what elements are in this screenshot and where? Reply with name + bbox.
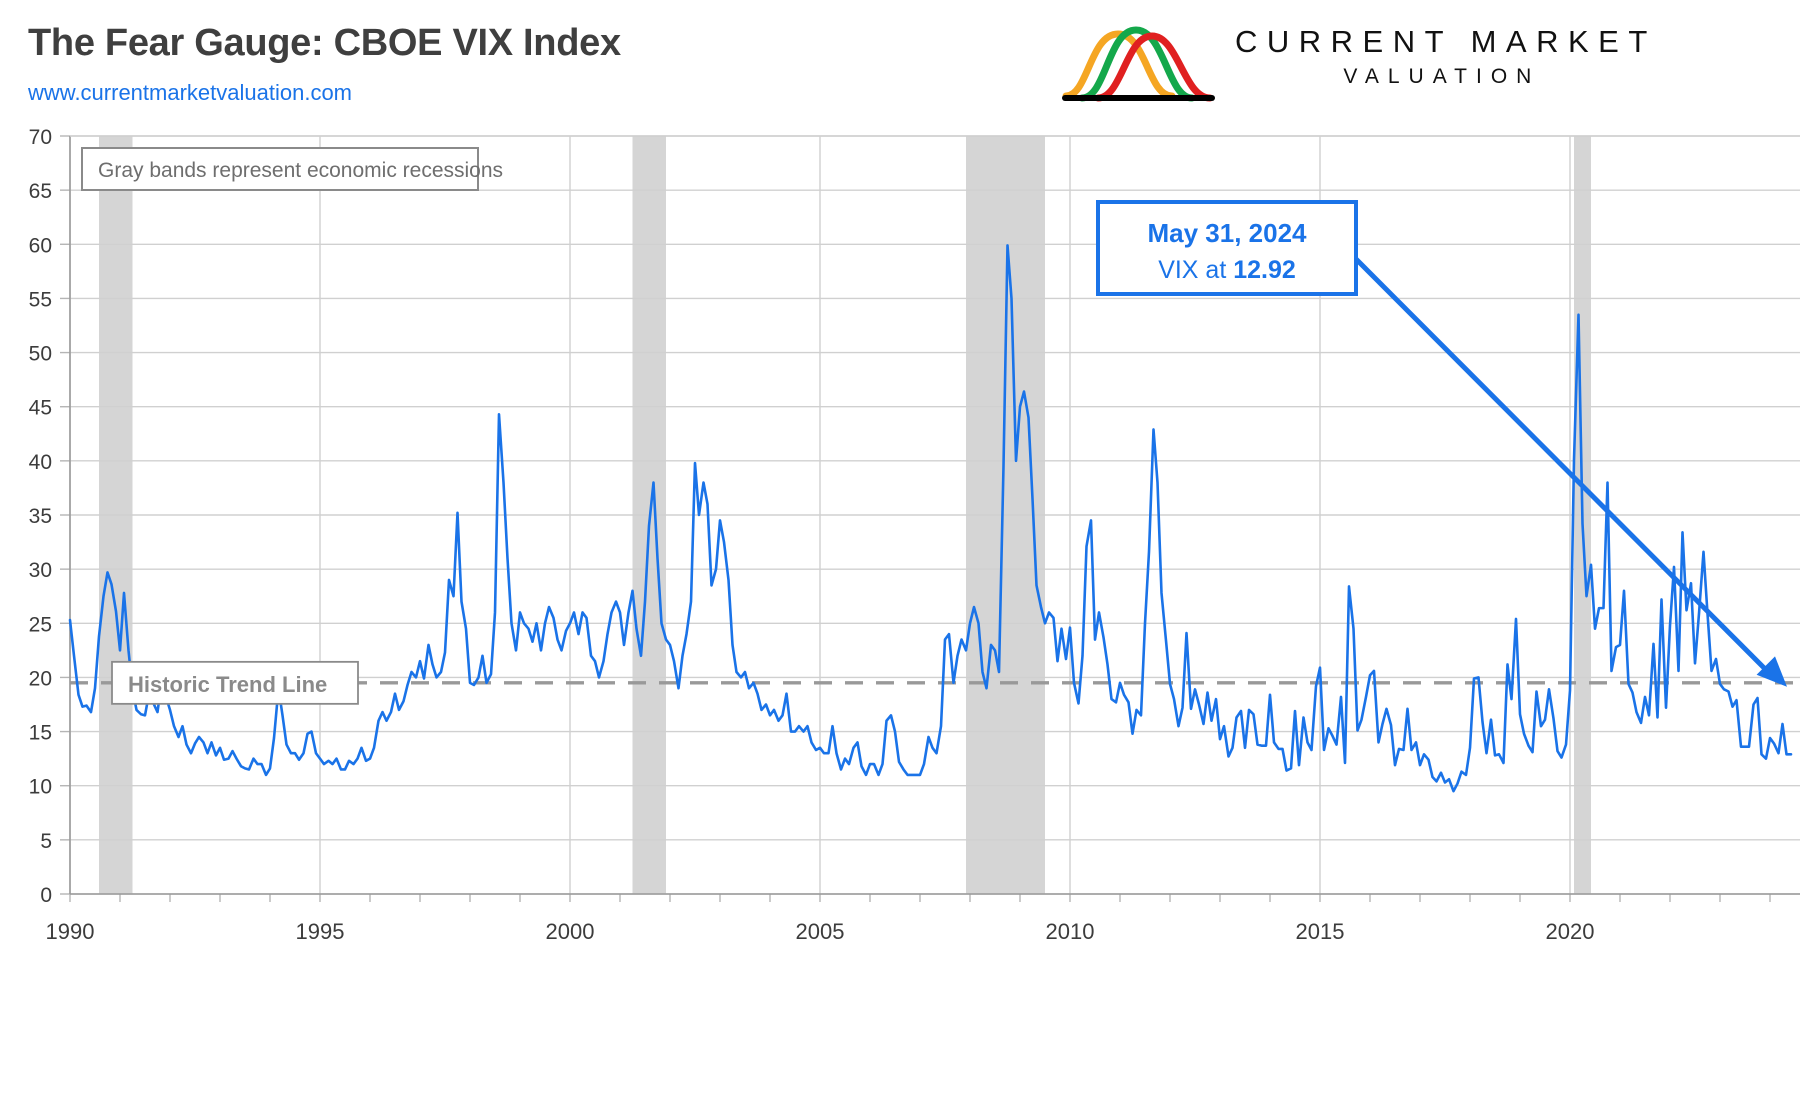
recession-legend-box <box>81 147 479 191</box>
brand-name-line2: VALUATION <box>1343 65 1541 88</box>
y-tick-label: 0 <box>40 884 52 907</box>
y-axis-labels: 0 5 10 15 20 25 30 35 40 45 50 55 60 65 70 <box>29 126 52 907</box>
recession-legend-label: Gray bands represent economic recessions <box>98 159 503 182</box>
y-tick-label: 60 <box>29 234 52 257</box>
x-tick-label: 2005 <box>796 919 845 944</box>
trend-line-label: Historic Trend Line <box>128 672 327 697</box>
x-tick-label: 2000 <box>546 919 595 944</box>
vix-chart: 0 5 10 15 20 25 30 35 40 45 50 55 60 65 70 1990 1995 200… <box>0 126 1816 1116</box>
brand-name-line1: CURRENT MARKET <box>1235 24 1657 59</box>
vix-series-line <box>68 244 1793 793</box>
y-tick-label: 40 <box>29 451 52 474</box>
y-tick-label: 5 <box>40 830 52 853</box>
chart-annotations: Gray bands represent economic recessions… <box>81 147 1787 705</box>
x-tick-label: 2015 <box>1296 919 1345 944</box>
page-header: The Fear Gauge: CBOE VIX Index www.curre… <box>0 0 1816 126</box>
x-tick-label: 1990 <box>46 919 95 944</box>
y-tick-label: 35 <box>29 505 52 528</box>
x-axis-labels: 1990 1995 2000 2005 2010 2015 2020 <box>46 919 1595 944</box>
vix-line-path <box>68 244 1793 793</box>
callout-box <box>1096 200 1358 296</box>
y-tick-label: 45 <box>29 397 52 420</box>
y-tick-label: 50 <box>29 343 52 366</box>
site-url-link[interactable]: www.currentmarketvaluation.com <box>28 80 353 105</box>
x-tick-label: 2020 <box>1546 919 1595 944</box>
y-tick-label: 15 <box>29 722 52 745</box>
y-tick-label: 70 <box>29 126 52 149</box>
page-title: The Fear Gauge: CBOE VIX Index <box>28 22 621 64</box>
y-tick-label: 25 <box>29 613 52 636</box>
callout-arrow-head <box>1756 656 1787 687</box>
callout-arrow-shaft <box>1354 257 1773 677</box>
y-tick-label: 10 <box>29 776 52 799</box>
brand-logo-text: CURRENT MARKET VALUATION <box>1235 24 1657 89</box>
brand-logo: CURRENT MARKET VALUATION <box>1060 10 1800 110</box>
y-tick-label: 20 <box>29 667 52 690</box>
y-tick-label: 30 <box>29 559 52 582</box>
three-bell-curves-icon <box>1062 26 1215 102</box>
x-tick-label: 1995 <box>296 919 345 944</box>
y-tick-label: 55 <box>29 288 52 311</box>
x-tick-label: 2010 <box>1046 919 1095 944</box>
chart-gridlines <box>60 135 1800 902</box>
chart-canvas: 0 5 10 15 20 25 30 35 40 45 50 55 60 65 70 1990 1995 200… <box>29 126 1800 944</box>
callout-date-label: May 31, 2024 <box>1147 218 1307 248</box>
callout-value-label: VIX at 12.92 <box>1158 256 1296 284</box>
trend-line-label-box <box>111 660 359 705</box>
y-tick-label: 65 <box>29 180 52 203</box>
